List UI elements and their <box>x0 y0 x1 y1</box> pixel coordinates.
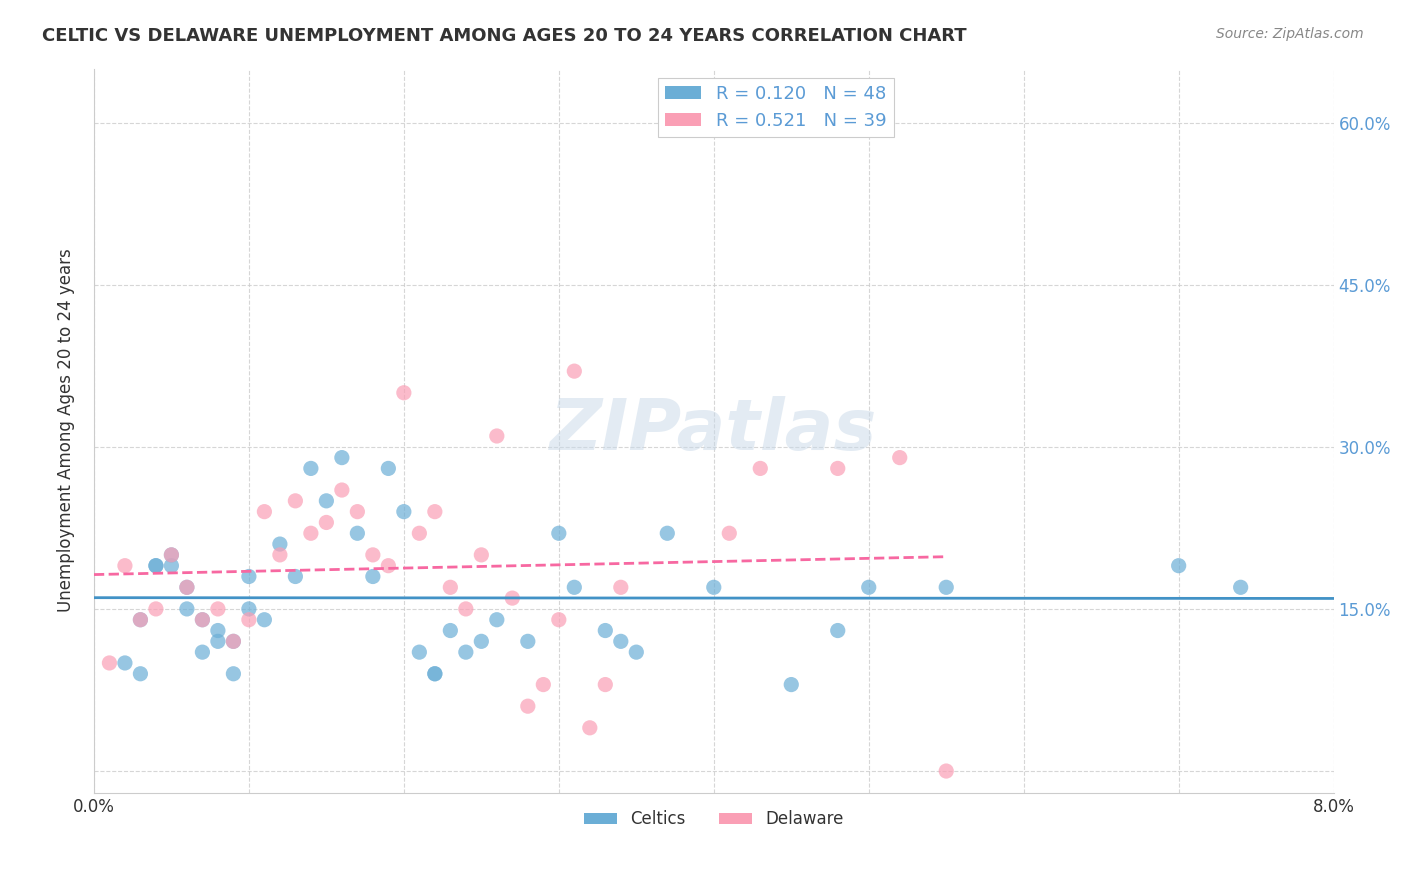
Point <box>253 613 276 627</box>
Point <box>423 666 446 681</box>
Point <box>470 634 492 648</box>
Point <box>176 580 198 594</box>
Point <box>176 602 198 616</box>
Point <box>330 450 353 465</box>
Point <box>253 505 276 519</box>
Point <box>408 526 430 541</box>
Point <box>145 558 167 573</box>
Point <box>749 461 772 475</box>
Point <box>222 634 245 648</box>
Point <box>485 613 508 627</box>
Point <box>562 364 585 378</box>
Point <box>299 526 322 541</box>
Point <box>222 666 245 681</box>
Point <box>160 548 183 562</box>
Point <box>935 580 957 594</box>
Point <box>610 580 633 594</box>
Point <box>439 580 461 594</box>
Point <box>361 548 384 562</box>
Point <box>145 558 167 573</box>
Point <box>160 548 183 562</box>
Point <box>626 645 648 659</box>
Point <box>176 580 198 594</box>
Text: Source: ZipAtlas.com: Source: ZipAtlas.com <box>1216 27 1364 41</box>
Point <box>207 634 229 648</box>
Point <box>238 569 260 583</box>
Point <box>284 569 307 583</box>
Point <box>299 461 322 475</box>
Point <box>191 645 214 659</box>
Point <box>578 721 600 735</box>
Point <box>470 548 492 562</box>
Point <box>222 634 245 648</box>
Point <box>330 483 353 497</box>
Point <box>562 580 585 594</box>
Point <box>207 624 229 638</box>
Point <box>935 764 957 778</box>
Point <box>516 634 538 648</box>
Y-axis label: Unemployment Among Ages 20 to 24 years: Unemployment Among Ages 20 to 24 years <box>58 249 75 613</box>
Point <box>315 493 337 508</box>
Point <box>160 558 183 573</box>
Point <box>423 505 446 519</box>
Point <box>501 591 523 606</box>
Point <box>377 558 399 573</box>
Point <box>392 385 415 400</box>
Point <box>657 526 679 541</box>
Point <box>392 505 415 519</box>
Point <box>858 580 880 594</box>
Point <box>1167 558 1189 573</box>
Point <box>889 450 911 465</box>
Point <box>703 580 725 594</box>
Point <box>610 634 633 648</box>
Text: CELTIC VS DELAWARE UNEMPLOYMENT AMONG AGES 20 TO 24 YEARS CORRELATION CHART: CELTIC VS DELAWARE UNEMPLOYMENT AMONG AG… <box>42 27 967 45</box>
Point <box>408 645 430 659</box>
Point <box>129 666 152 681</box>
Point <box>516 699 538 714</box>
Point <box>191 613 214 627</box>
Point <box>284 493 307 508</box>
Point <box>207 602 229 616</box>
Point <box>780 677 803 691</box>
Point <box>718 526 741 541</box>
Point <box>595 677 617 691</box>
Point <box>145 602 167 616</box>
Point <box>531 677 554 691</box>
Point <box>1229 580 1251 594</box>
Point <box>547 526 569 541</box>
Point <box>454 602 477 616</box>
Point <box>485 429 508 443</box>
Point <box>595 624 617 638</box>
Point <box>361 569 384 583</box>
Point <box>238 613 260 627</box>
Point <box>454 645 477 659</box>
Point <box>346 526 368 541</box>
Point <box>238 602 260 616</box>
Point <box>827 461 849 475</box>
Point <box>439 624 461 638</box>
Point <box>129 613 152 627</box>
Point <box>98 656 121 670</box>
Point <box>827 624 849 638</box>
Point <box>269 548 291 562</box>
Point <box>269 537 291 551</box>
Point <box>346 505 368 519</box>
Point <box>114 558 136 573</box>
Point <box>129 613 152 627</box>
Point <box>114 656 136 670</box>
Point <box>423 666 446 681</box>
Point <box>377 461 399 475</box>
Point <box>191 613 214 627</box>
Point <box>315 516 337 530</box>
Point <box>547 613 569 627</box>
Legend: Celtics, Delaware: Celtics, Delaware <box>576 804 851 835</box>
Text: ZIPatlas: ZIPatlas <box>550 396 877 465</box>
